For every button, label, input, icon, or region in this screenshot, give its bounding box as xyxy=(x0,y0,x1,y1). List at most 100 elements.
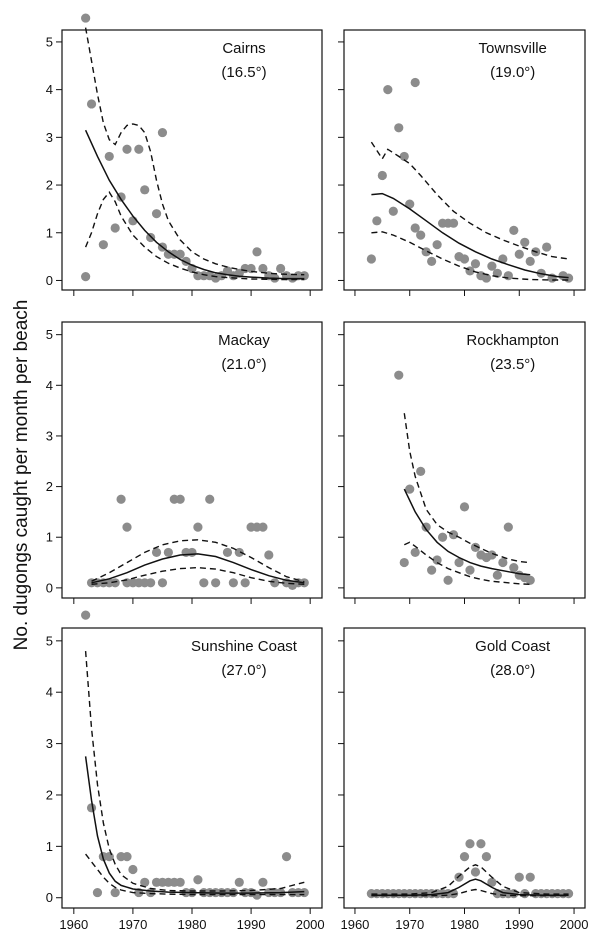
data-point xyxy=(110,578,120,588)
upper-bound-line xyxy=(370,141,569,260)
data-point xyxy=(503,522,513,532)
data-point xyxy=(405,199,415,209)
data-point xyxy=(437,532,448,542)
data-point xyxy=(459,502,470,512)
panels-group: 0 1 2 3 4 5 Cairns (16.5°) Townsville (19.0°) 0 1 2 3… xyxy=(46,13,589,932)
data-point xyxy=(81,13,91,23)
data-point xyxy=(122,852,132,862)
panel-gold-coast: 1960 1970 1980 1990 2000 Gold Coast (28.0°) xyxy=(338,627,589,932)
data-point xyxy=(276,263,286,274)
data-point xyxy=(234,877,244,887)
data-point xyxy=(410,223,420,233)
panel-title: Rockhampton xyxy=(466,332,559,349)
x-tick-label: 1970 xyxy=(118,917,147,932)
y-tick-label: 0 xyxy=(46,580,53,595)
panel-frame xyxy=(61,29,323,291)
data-point xyxy=(299,887,309,898)
data-point xyxy=(140,877,150,887)
data-point xyxy=(427,565,437,575)
data-point xyxy=(514,872,524,882)
data-point xyxy=(399,557,409,568)
data-point xyxy=(476,839,486,849)
data-point xyxy=(416,230,426,240)
y-tick-label: 2 xyxy=(46,787,53,802)
data-point xyxy=(157,127,168,138)
panel-title: Cairns xyxy=(222,40,265,57)
data-point xyxy=(509,225,519,235)
data-point xyxy=(416,466,426,476)
data-point xyxy=(81,610,91,620)
data-point xyxy=(520,237,530,247)
data-point xyxy=(492,570,502,580)
lower-bound-line xyxy=(404,541,531,585)
data-point xyxy=(410,77,420,88)
panel-frame xyxy=(61,627,323,909)
data-point xyxy=(514,249,524,259)
upper-bound-line xyxy=(403,413,531,564)
data-point xyxy=(498,557,508,568)
data-point xyxy=(193,875,203,885)
data-point xyxy=(509,563,519,573)
panel-frame xyxy=(343,321,586,599)
data-point xyxy=(151,547,162,558)
data-point xyxy=(199,578,209,588)
data-point xyxy=(86,99,97,109)
panel-latitude: (21.0°) xyxy=(221,356,266,373)
lower-bound-line xyxy=(91,566,305,585)
y-tick-label: 3 xyxy=(46,428,53,443)
x-tick-label: 1980 xyxy=(178,917,207,932)
data-point xyxy=(481,273,492,283)
panel-latitude: (28.0°) xyxy=(490,662,535,679)
data-point xyxy=(211,578,221,588)
data-point xyxy=(443,575,453,585)
x-tick-label: 1960 xyxy=(340,917,369,932)
data-point xyxy=(240,578,250,588)
data-point xyxy=(264,550,274,560)
data-point xyxy=(465,565,475,575)
data-point xyxy=(258,263,268,274)
data-point xyxy=(399,151,409,162)
data-point xyxy=(258,877,268,887)
y-tick-label: 0 xyxy=(46,890,53,905)
data-point xyxy=(383,85,393,95)
data-point xyxy=(432,240,442,250)
y-tick-label: 0 xyxy=(46,273,53,288)
panel-latitude: (16.5°) xyxy=(221,64,266,81)
fitted-line xyxy=(403,488,531,576)
data-point xyxy=(175,494,185,504)
data-point xyxy=(465,839,475,849)
data-point xyxy=(405,484,415,494)
y-tick-label: 5 xyxy=(46,633,53,648)
y-tick-label: 4 xyxy=(46,685,53,700)
data-point xyxy=(394,123,404,133)
lower-bound-line xyxy=(84,190,305,281)
data-point xyxy=(134,144,144,154)
data-point xyxy=(140,185,150,195)
x-tick-label: 1990 xyxy=(505,917,534,932)
data-point xyxy=(122,522,132,532)
data-point xyxy=(92,887,103,898)
data-point xyxy=(193,522,203,532)
data-point xyxy=(470,542,481,552)
panel-frame xyxy=(343,627,586,909)
data-point xyxy=(427,256,437,266)
data-point xyxy=(252,247,262,257)
data-point xyxy=(525,872,535,882)
y-tick-label: 3 xyxy=(46,130,53,145)
data-point xyxy=(234,547,244,558)
panel-title: Townsville xyxy=(479,40,547,57)
data-point xyxy=(525,256,535,266)
data-point xyxy=(116,494,126,504)
panel-title: Mackay xyxy=(218,332,270,349)
y-axis-label: No. dugongs caught per month per beach xyxy=(11,300,32,651)
lower-bound-line xyxy=(371,231,569,281)
data-point xyxy=(157,578,168,588)
upper-bound-line xyxy=(91,539,305,583)
data-point xyxy=(151,209,162,219)
data-point xyxy=(122,144,132,154)
data-point xyxy=(525,575,535,585)
data-point xyxy=(110,223,120,233)
data-point xyxy=(542,242,552,252)
data-point xyxy=(110,887,120,898)
